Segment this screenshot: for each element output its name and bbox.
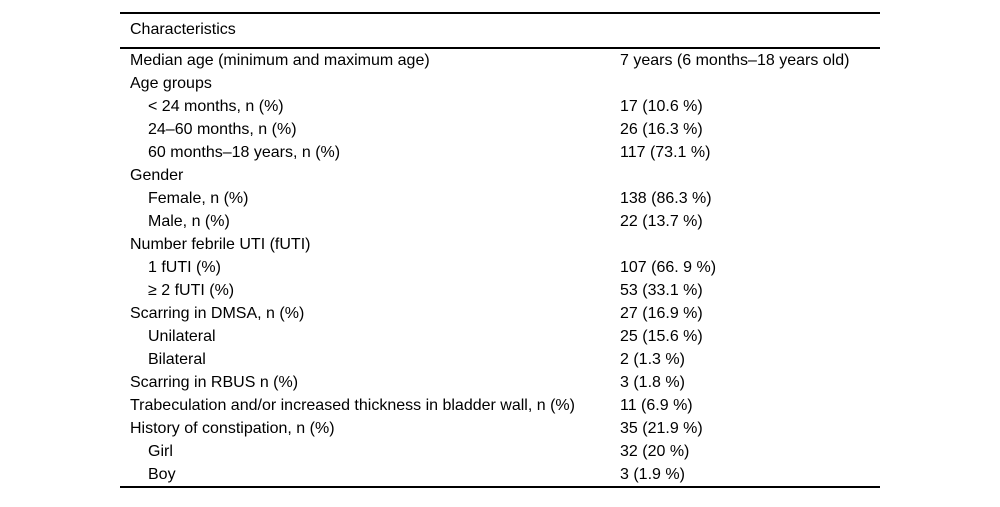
table-row: Median age (minimum and maximum age) 7 ye… <box>120 49 880 72</box>
characteristics-table: Characteristics Median age (minimum and … <box>120 12 880 488</box>
table-row: < 24 months, n (%) 17 (10.6 %) <box>120 95 880 118</box>
row-value: 32 (20 %) <box>620 443 690 460</box>
row-value: 107 (66. 9 %) <box>620 259 717 276</box>
row-label: Male, n (%) <box>148 213 230 230</box>
table-row: Unilateral 25 (15.6 %) <box>120 325 880 348</box>
row-value: 3 (1.8 %) <box>620 374 685 391</box>
row-label: Girl <box>148 443 173 460</box>
table-row: Scarring in RBUS n (%) 3 (1.8 %) <box>120 371 880 394</box>
table-row: Gender <box>120 164 880 187</box>
row-label: Scarring in RBUS n (%) <box>130 374 299 391</box>
row-label: Female, n (%) <box>148 190 249 207</box>
table-header-label: Characteristics <box>130 21 236 38</box>
row-value: 17 (10.6 %) <box>620 98 703 115</box>
row-label: Age groups <box>130 75 212 92</box>
table-row: 24–60 months, n (%) 26 (16.3 %) <box>120 118 880 141</box>
table-row: Girl 32 (20 %) <box>120 440 880 463</box>
row-label: 60 months–18 years, n (%) <box>148 144 341 161</box>
table-row: Trabeculation and/or increased thickness… <box>120 394 880 417</box>
row-value: 53 (33.1 %) <box>620 282 703 299</box>
row-label: Number febrile UTI (fUTI) <box>130 236 311 253</box>
table-row: Boy 3 (1.9 %) <box>120 463 880 486</box>
row-label: Gender <box>130 167 184 184</box>
table-row: Bilateral 2 (1.3 %) <box>120 348 880 371</box>
row-value: 22 (13.7 %) <box>620 213 703 230</box>
table-header-row: Characteristics <box>120 14 880 47</box>
row-value: 35 (21.9 %) <box>620 420 703 437</box>
row-value: 26 (16.3 %) <box>620 121 703 138</box>
table-header-rule <box>120 46 880 49</box>
row-value: 11 (6.9 %) <box>620 397 693 414</box>
row-value: 25 (15.6 %) <box>620 328 703 345</box>
table-row: Male, n (%) 22 (13.7 %) <box>120 210 880 233</box>
row-value: 7 years (6 months–18 years old) <box>620 52 850 69</box>
table-row: Age groups <box>120 72 880 95</box>
row-value: 138 (86.3 %) <box>620 190 712 207</box>
table-row: Female, n (%) 138 (86.3 %) <box>120 187 880 210</box>
row-label: < 24 months, n (%) <box>148 98 284 115</box>
row-label: Trabeculation and/or increased thickness… <box>130 397 575 414</box>
row-value: 2 (1.3 %) <box>620 351 685 368</box>
row-value: 27 (16.9 %) <box>620 305 703 322</box>
table-bottom-rule <box>120 486 880 488</box>
table-row: History of constipation, n (%) 35 (21.9 %… <box>120 417 880 440</box>
table-row: Number febrile UTI (fUTI) <box>120 233 880 256</box>
row-label: Unilateral <box>148 328 216 345</box>
row-value: 117 (73.1 %) <box>620 144 711 161</box>
row-value: 3 (1.9 %) <box>620 466 685 483</box>
row-label: ≥ 2 fUTI (%) <box>148 282 235 299</box>
row-label: History of constipation, n (%) <box>130 420 335 437</box>
row-label: Median age (minimum and maximum age) <box>130 52 430 69</box>
table-rows: Median age (minimum and maximum age) 7 ye… <box>120 49 880 486</box>
row-label: 24–60 months, n (%) <box>148 121 297 138</box>
table-row: ≥ 2 fUTI (%) 53 (33.1 %) <box>120 279 880 302</box>
row-label: 1 fUTI (%) <box>148 259 221 276</box>
table-row: Scarring in DMSA, n (%) 27 (16.9 %) <box>120 302 880 325</box>
row-label: Bilateral <box>148 351 206 368</box>
table-row: 60 months–18 years, n (%) 117 (73.1 %) <box>120 141 880 164</box>
table-row: 1 fUTI (%) 107 (66. 9 %) <box>120 256 880 279</box>
row-label: Scarring in DMSA, n (%) <box>130 305 305 322</box>
row-label: Boy <box>148 466 176 483</box>
table-top-rule <box>120 12 880 14</box>
